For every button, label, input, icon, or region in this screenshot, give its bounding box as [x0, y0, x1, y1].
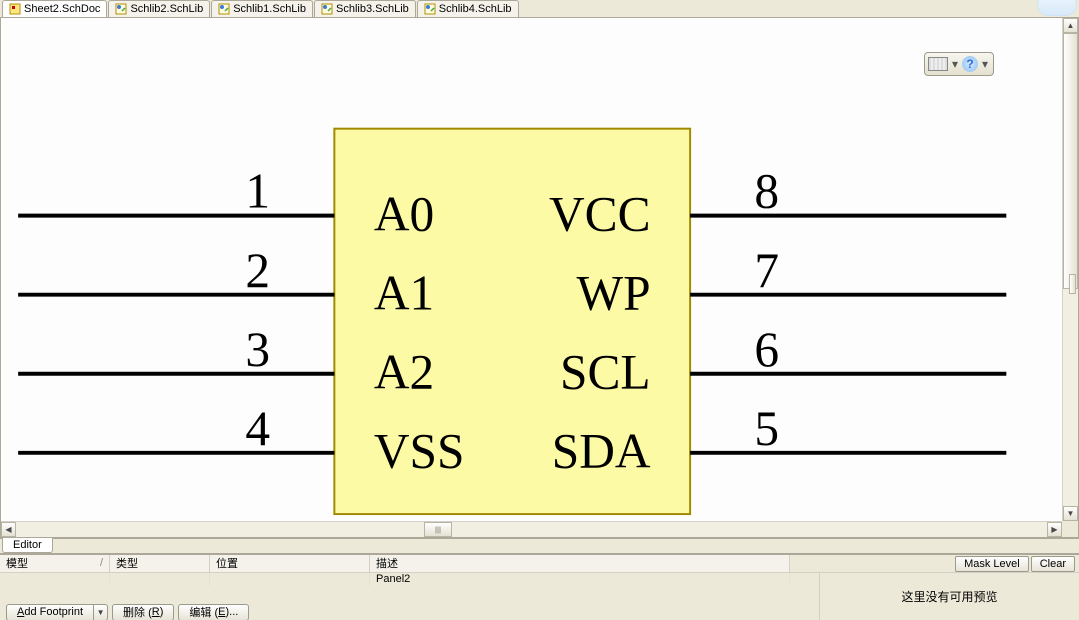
svg-text:4: 4	[245, 401, 270, 456]
grid-area: Panel2 Add Footprint▼删除 (R)编辑 (E)...	[0, 572, 819, 620]
svg-text:SDA: SDA	[552, 424, 651, 479]
grid-cell	[0, 572, 110, 586]
add-footprint-button-dropdown[interactable]: ▼	[94, 604, 108, 620]
grid-header-cell[interactable]: 模型 /	[0, 555, 110, 572]
canvas-area: 1 A0 2 A1 3 A2 4 VSS 8 VCC 7 WP 6 SCL 5 SDA ▾ ? ▾ ▲ ▼ ◀…	[0, 18, 1079, 538]
schlib-icon	[321, 3, 333, 15]
tab-label: Sheet2.SchDoc	[24, 3, 100, 15]
svg-text:6: 6	[754, 322, 779, 377]
help-icon[interactable]: ?	[962, 56, 978, 72]
grid-header: 模型 /类型位置描述	[0, 555, 1079, 573]
vertical-scrollbar[interactable]: ▲ ▼	[1062, 18, 1078, 521]
right-buttons: Mask LevelClear	[955, 556, 1075, 572]
button-row: Add Footprint▼删除 (R)编辑 (E)...	[0, 604, 819, 620]
hscroll-thumb[interactable]	[424, 522, 452, 537]
tab-label: Schlib1.SchLib	[233, 3, 306, 15]
editor-header-bar: 模型 /类型位置描述 Mask LevelClear	[0, 554, 1079, 572]
schlib-icon	[218, 3, 230, 15]
doc-tab[interactable]: Schlib2.SchLib	[108, 0, 210, 17]
preview-pane: 这里没有可用预览	[819, 572, 1079, 620]
svg-text:A0: A0	[374, 186, 434, 241]
grid-cell	[210, 572, 370, 586]
dropdown2-icon[interactable]: ▾	[980, 55, 990, 73]
grid-cell: Panel2	[370, 572, 790, 586]
doc-tab[interactable]: Schlib1.SchLib	[211, 0, 313, 17]
schlib-icon	[115, 3, 127, 15]
scroll-left-button[interactable]: ◀	[1, 522, 16, 537]
vscroll-track[interactable]	[1063, 33, 1078, 506]
floating-toolbar: ▾ ? ▾	[924, 52, 994, 76]
add-footprint-button[interactable]: Add Footprint	[6, 604, 94, 620]
schematic-viewport[interactable]: 1 A0 2 A1 3 A2 4 VSS 8 VCC 7 WP 6 SCL 5 SDA	[3, 18, 1061, 520]
schematic-svg: 1 A0 2 A1 3 A2 4 VSS 8 VCC 7 WP 6 SCL 5 SDA	[3, 18, 1061, 520]
tab-label: Schlib2.SchLib	[130, 3, 203, 15]
svg-text:SCL: SCL	[560, 345, 651, 400]
vscroll-thumb[interactable]	[1063, 33, 1078, 289]
svg-text:3: 3	[245, 322, 270, 377]
doc-tab[interactable]: Schlib3.SchLib	[314, 0, 416, 17]
scroll-corner	[1062, 521, 1078, 537]
svg-text:VSS: VSS	[374, 424, 465, 479]
document-tab-strip: Sheet2.SchDoc Schlib2.SchLib Schlib1.SchLi…	[0, 0, 1079, 18]
svg-text:WP: WP	[576, 266, 650, 321]
grid-header-cell[interactable]: 类型	[110, 555, 210, 572]
svg-text:A1: A1	[374, 266, 434, 321]
editor-tab[interactable]: Editor	[2, 538, 53, 553]
horizontal-scrollbar[interactable]: ◀ ▶	[1, 521, 1062, 537]
bottom-panel: Panel2 Add Footprint▼删除 (R)编辑 (E)... 这里没…	[0, 572, 1079, 620]
schlib-icon	[424, 3, 436, 15]
tab-label: Schlib3.SchLib	[336, 3, 409, 15]
keyboard-icon[interactable]	[928, 55, 948, 73]
svg-text:VCC: VCC	[549, 186, 651, 241]
grid-cell	[110, 572, 210, 586]
doc-tab[interactable]: Schlib4.SchLib	[417, 0, 519, 17]
grid-row: Panel2	[0, 572, 819, 586]
svg-text:A2: A2	[374, 345, 434, 400]
hscroll-track[interactable]	[16, 522, 1047, 537]
svg-text:5: 5	[754, 401, 779, 456]
schdoc-icon	[9, 3, 21, 15]
edit-button[interactable]: 编辑 (E)...	[178, 604, 249, 620]
app-root: Sheet2.SchDoc Schlib2.SchLib Schlib1.SchLi…	[0, 0, 1079, 620]
vscroll-splitter[interactable]	[1069, 274, 1076, 294]
editor-tab-strip: Editor	[0, 538, 1079, 554]
delete-button[interactable]: 删除 (R)	[112, 604, 174, 620]
doc-tab[interactable]: Sheet2.SchDoc	[2, 0, 107, 17]
scroll-up-button[interactable]: ▲	[1063, 18, 1078, 33]
svg-text:8: 8	[754, 164, 779, 219]
svg-text:7: 7	[754, 243, 779, 298]
tab-label: Schlib4.SchLib	[439, 3, 512, 15]
clear-button[interactable]: Clear	[1031, 556, 1075, 572]
top-right-pill	[1037, 0, 1077, 16]
svg-text:1: 1	[245, 164, 270, 219]
svg-text:2: 2	[245, 243, 270, 298]
dropdown-icon[interactable]: ▾	[950, 55, 960, 73]
scroll-down-button[interactable]: ▼	[1063, 506, 1078, 521]
grid-header-cell[interactable]: 描述	[370, 555, 790, 572]
scroll-right-button[interactable]: ▶	[1047, 522, 1062, 537]
mask-level-button[interactable]: Mask Level	[955, 556, 1029, 572]
grid-header-cell[interactable]: 位置	[210, 555, 370, 572]
